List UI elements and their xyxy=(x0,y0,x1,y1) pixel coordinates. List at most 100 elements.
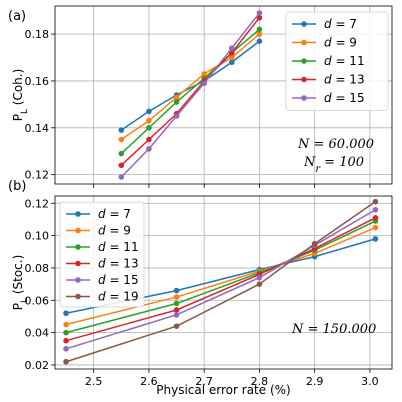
data-point xyxy=(173,99,180,105)
data-point xyxy=(173,287,180,294)
data-point xyxy=(173,312,180,318)
series-line xyxy=(120,12,260,178)
data-point xyxy=(173,94,180,101)
legend-marker xyxy=(75,293,81,300)
data-point xyxy=(256,10,263,16)
series-line xyxy=(120,28,260,155)
legend-label: d = 11 xyxy=(324,54,365,68)
legend-label: d = 9 xyxy=(98,224,131,238)
data-point xyxy=(63,321,69,328)
series-d15 xyxy=(118,10,263,180)
annotation: N = 150.000 xyxy=(291,322,376,337)
series-d13 xyxy=(63,215,379,344)
data-point xyxy=(173,323,180,329)
panel-tag: (a) xyxy=(8,9,26,24)
data-point xyxy=(118,136,125,143)
legend: d = 7 d = 9 d = 11 d = 13 d = 15 d = 19 xyxy=(59,201,145,308)
data-point xyxy=(173,294,180,300)
data-point xyxy=(63,358,69,365)
data-point xyxy=(118,127,125,133)
series-d9 xyxy=(118,31,263,143)
series-line xyxy=(120,33,260,141)
data-point xyxy=(311,240,318,247)
data-point xyxy=(256,274,263,281)
data-point xyxy=(228,54,235,61)
y-tick-label: 0.14 xyxy=(25,122,50,135)
series-line xyxy=(120,17,260,166)
data-point xyxy=(63,329,69,336)
y-tick-label: 0.04 xyxy=(25,327,50,340)
data-point xyxy=(228,50,235,56)
panel-tag: (b) xyxy=(8,179,26,194)
series-d15 xyxy=(63,206,379,352)
legend-box xyxy=(285,11,389,111)
x-tick-label: 2.7 xyxy=(195,375,213,388)
data-point xyxy=(63,345,69,352)
data-point xyxy=(228,45,235,51)
x-tick-label: 3.0 xyxy=(361,375,379,388)
plot-frame xyxy=(54,5,393,185)
data-point xyxy=(228,59,235,66)
data-point xyxy=(256,26,263,33)
data-point xyxy=(173,300,180,307)
plot-frame xyxy=(54,195,393,370)
panel-b: 2.5 2.6 2.7 2.8 2.9 3.0 0.02 0.04 0.06 0.08 0.10 0.… xyxy=(8,179,393,397)
y-axis-label: PL (Stoc.) xyxy=(11,255,30,311)
legend-marker xyxy=(301,76,307,83)
legend-marker xyxy=(75,277,81,283)
data-point xyxy=(201,80,207,87)
y-axis-label: PL (Coh.) xyxy=(11,69,30,122)
legend-marker xyxy=(75,260,81,267)
data-point xyxy=(118,174,125,180)
data-point xyxy=(256,281,263,287)
data-point xyxy=(372,206,379,213)
y-tick-label: 0.12 xyxy=(25,169,50,182)
legend-marker xyxy=(301,95,307,101)
legend-label: d = 7 xyxy=(324,17,357,31)
legend: d = 7 d = 9 d = 11 d = 13 d = 15 xyxy=(285,11,389,111)
data-point xyxy=(63,337,69,344)
data-point xyxy=(173,307,180,313)
data-point xyxy=(372,198,379,205)
legend-label: d = 11 xyxy=(98,240,139,254)
y-tick-label: 0.12 xyxy=(25,197,50,210)
data-point xyxy=(256,38,263,44)
legend-label: d = 15 xyxy=(324,91,365,105)
x-tick-label: 2.5 xyxy=(85,375,103,388)
legend-marker xyxy=(301,39,307,46)
data-point xyxy=(201,71,207,77)
data-point xyxy=(256,31,263,37)
legend-label: d = 9 xyxy=(324,36,357,50)
y-tick-label: 0.02 xyxy=(25,359,50,372)
y-tick-label: 0.08 xyxy=(25,262,50,275)
series-line xyxy=(120,40,260,131)
x-axis-label: Physical error rate (%) xyxy=(156,383,290,397)
data-point xyxy=(173,113,180,119)
legend-label: d = 13 xyxy=(324,73,365,87)
x-tick-label: 2.6 xyxy=(140,375,158,388)
legend-label: d = 7 xyxy=(98,207,131,221)
data-point xyxy=(146,108,152,115)
legend-marker xyxy=(75,211,81,217)
data-point xyxy=(146,124,152,131)
legend-marker xyxy=(301,58,307,64)
data-point xyxy=(372,236,379,242)
y-tick-label: 0.10 xyxy=(25,230,50,243)
data-point xyxy=(118,150,125,157)
series-d11 xyxy=(118,26,263,157)
y-tick-label: 0.06 xyxy=(25,294,50,307)
x-tick-label: 2.9 xyxy=(306,375,324,388)
x-tick-label: 2.8 xyxy=(251,375,269,388)
legend-marker xyxy=(75,244,81,250)
series-d19 xyxy=(63,198,379,365)
data-point xyxy=(63,310,69,317)
legend-marker xyxy=(301,21,307,27)
data-point xyxy=(118,162,125,169)
data-point xyxy=(256,14,263,21)
data-point xyxy=(146,117,152,124)
annotation: Nr = 100 xyxy=(303,155,364,175)
y-tick-label: 0.18 xyxy=(25,28,50,41)
data-point xyxy=(372,215,379,221)
